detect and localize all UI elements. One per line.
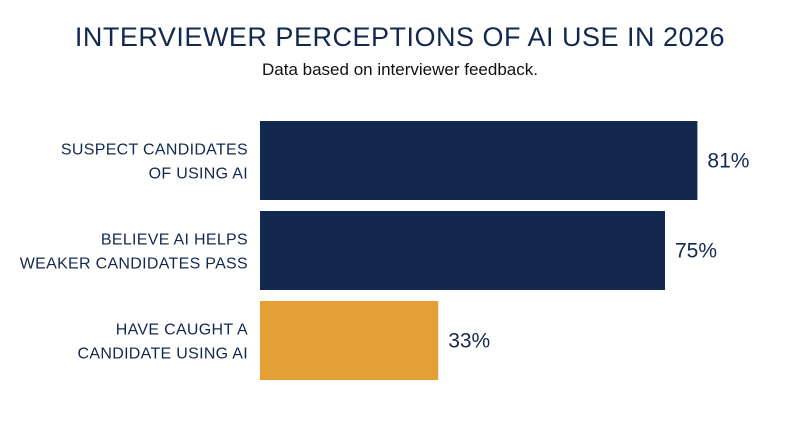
bar-2 — [260, 211, 665, 290]
value-label-1: 81% — [707, 150, 749, 173]
chart-title: INTERVIEWER PERCEPTIONS OF AI USE IN 202… — [74, 22, 726, 52]
category-label-3: HAVE CAUGHT A CANDIDATE USING AI — [78, 322, 248, 363]
value-label-3: 33% — [448, 330, 490, 353]
category-label-1: SUSPECT CANDIDATES OF USING AI — [61, 142, 248, 183]
bar-1 — [260, 121, 698, 200]
bar-3 — [260, 301, 439, 380]
value-label-2: 75% — [675, 240, 717, 263]
chart-subtitle: Data based on interviewer feedback. — [262, 60, 538, 79]
category-label-2: BELIEVE AI HELPS WEAKER CANDIDATES PASS — [20, 232, 248, 273]
